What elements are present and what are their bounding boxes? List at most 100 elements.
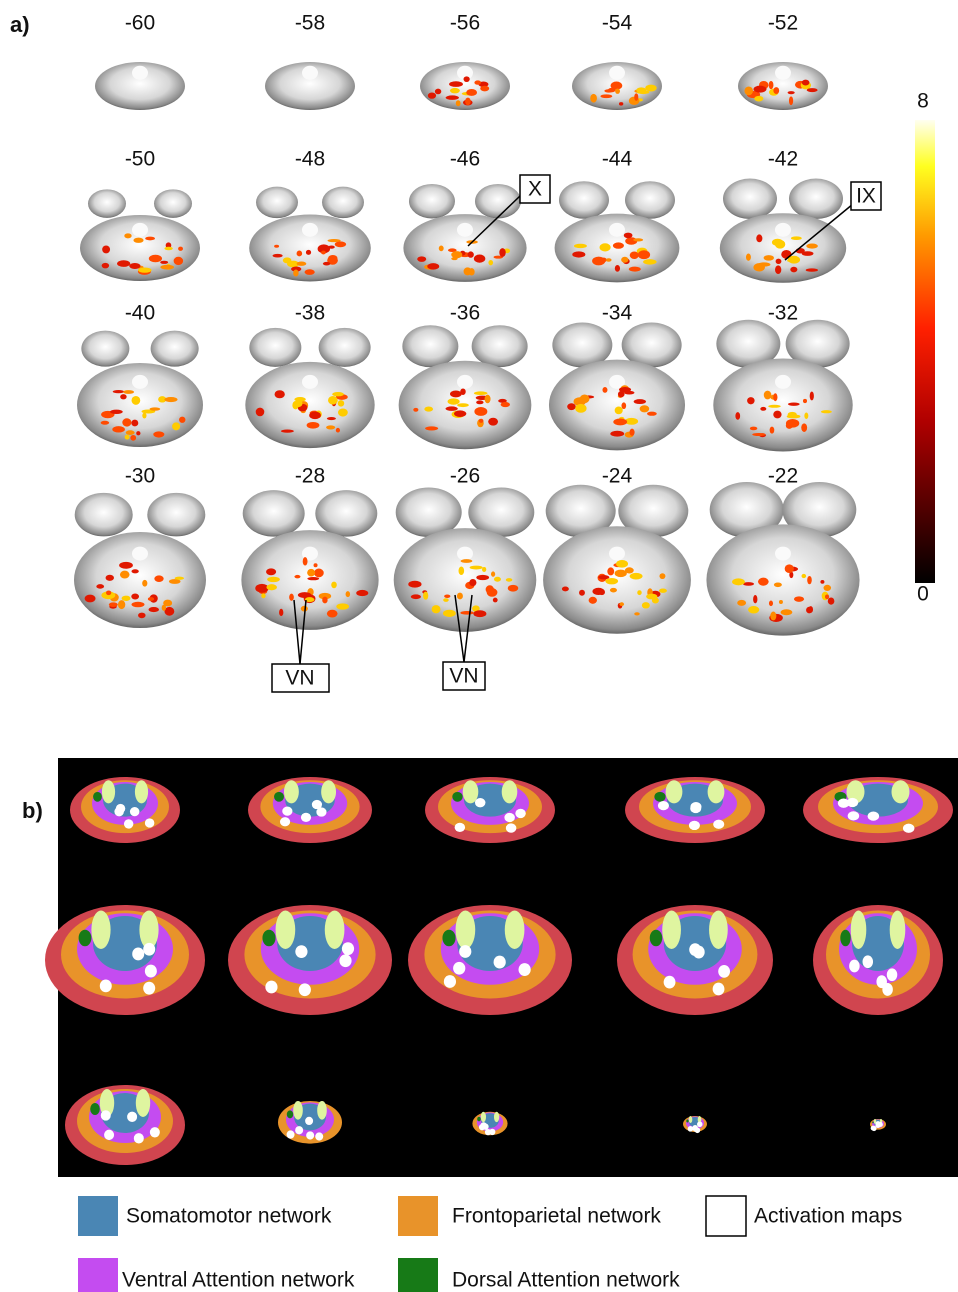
- activation: [255, 584, 268, 593]
- activation: [619, 602, 624, 606]
- activation: [110, 410, 123, 414]
- activation: [482, 567, 486, 572]
- slice-label: -32: [768, 302, 798, 325]
- activation: [645, 85, 656, 92]
- activation: [770, 427, 775, 434]
- network-region: [851, 911, 867, 950]
- network-region: [654, 792, 665, 802]
- activation: [607, 567, 614, 575]
- activation: [616, 560, 628, 568]
- slice-label: -40: [125, 302, 155, 325]
- brain-slice: [245, 362, 374, 448]
- activation: [602, 387, 607, 393]
- activation: [131, 569, 138, 573]
- activation: [425, 426, 438, 430]
- activation-region: [887, 968, 898, 981]
- activation: [824, 585, 832, 591]
- ventricle: [775, 375, 791, 389]
- activation: [621, 402, 626, 409]
- activation: [435, 89, 441, 95]
- activation: [331, 582, 337, 589]
- activation-region: [519, 963, 531, 976]
- activation-region: [690, 804, 701, 813]
- network-region: [689, 1116, 693, 1123]
- network-region: [709, 911, 728, 950]
- activation: [303, 557, 308, 565]
- activation: [773, 411, 781, 419]
- slice-label: -22: [768, 465, 798, 488]
- network-region: [452, 792, 462, 802]
- network-region: [79, 930, 92, 947]
- activation: [323, 262, 330, 266]
- ventricle: [457, 223, 473, 237]
- activation: [466, 89, 477, 96]
- activation: [109, 602, 118, 607]
- lobe: [723, 179, 777, 220]
- activation: [346, 591, 351, 597]
- activation: [488, 418, 498, 426]
- activation-region: [482, 1123, 488, 1129]
- activation-region: [299, 983, 311, 996]
- network-region: [502, 780, 518, 803]
- ventricle: [132, 375, 148, 389]
- activation: [423, 592, 428, 600]
- ventricle: [132, 547, 148, 561]
- activation: [273, 254, 283, 258]
- network-region: [872, 1121, 874, 1123]
- lobe: [559, 181, 609, 219]
- activation: [132, 396, 141, 405]
- network-region: [456, 911, 476, 950]
- activation: [464, 267, 472, 275]
- network-region: [135, 780, 148, 803]
- activation: [825, 594, 829, 599]
- lobe: [472, 325, 528, 367]
- activation: [605, 578, 618, 584]
- network-region: [91, 911, 110, 950]
- activation: [289, 594, 294, 601]
- activation: [451, 251, 462, 258]
- activation-region: [282, 806, 292, 815]
- activation: [126, 430, 135, 435]
- activation-region: [342, 942, 354, 955]
- activation: [417, 256, 426, 262]
- activation: [790, 267, 797, 273]
- activation-region: [145, 965, 157, 978]
- activation: [465, 98, 471, 106]
- activation-region: [455, 823, 466, 832]
- network-region: [293, 1101, 303, 1120]
- activation: [506, 578, 513, 582]
- network-region: [287, 1110, 293, 1118]
- activation: [480, 86, 489, 92]
- activation: [499, 248, 505, 257]
- activation: [297, 251, 303, 257]
- legend: Somatomotor networkFrontoparietal networ…: [78, 1196, 902, 1292]
- activation: [624, 391, 634, 395]
- activation: [298, 592, 312, 598]
- ventricle: [302, 223, 318, 237]
- lobe: [319, 328, 371, 367]
- activation: [758, 262, 771, 266]
- activation: [615, 570, 627, 578]
- colorbar: [915, 120, 935, 583]
- lobe: [147, 493, 205, 537]
- activation: [456, 100, 461, 106]
- activation: [460, 611, 473, 615]
- activation: [85, 595, 96, 603]
- activation: [448, 398, 460, 404]
- activation: [807, 88, 818, 92]
- activation-region: [143, 982, 155, 995]
- ventricle: [609, 547, 625, 561]
- activation: [439, 246, 444, 252]
- activation: [624, 233, 633, 239]
- activation: [774, 582, 782, 587]
- activation: [779, 600, 783, 604]
- activation: [150, 407, 161, 410]
- activation: [634, 399, 646, 404]
- activation: [788, 402, 800, 405]
- ventricle: [609, 223, 625, 237]
- activation: [444, 595, 450, 598]
- activation: [629, 267, 641, 272]
- activation: [136, 431, 140, 435]
- activation-region: [132, 948, 144, 961]
- activation-region: [287, 1130, 295, 1138]
